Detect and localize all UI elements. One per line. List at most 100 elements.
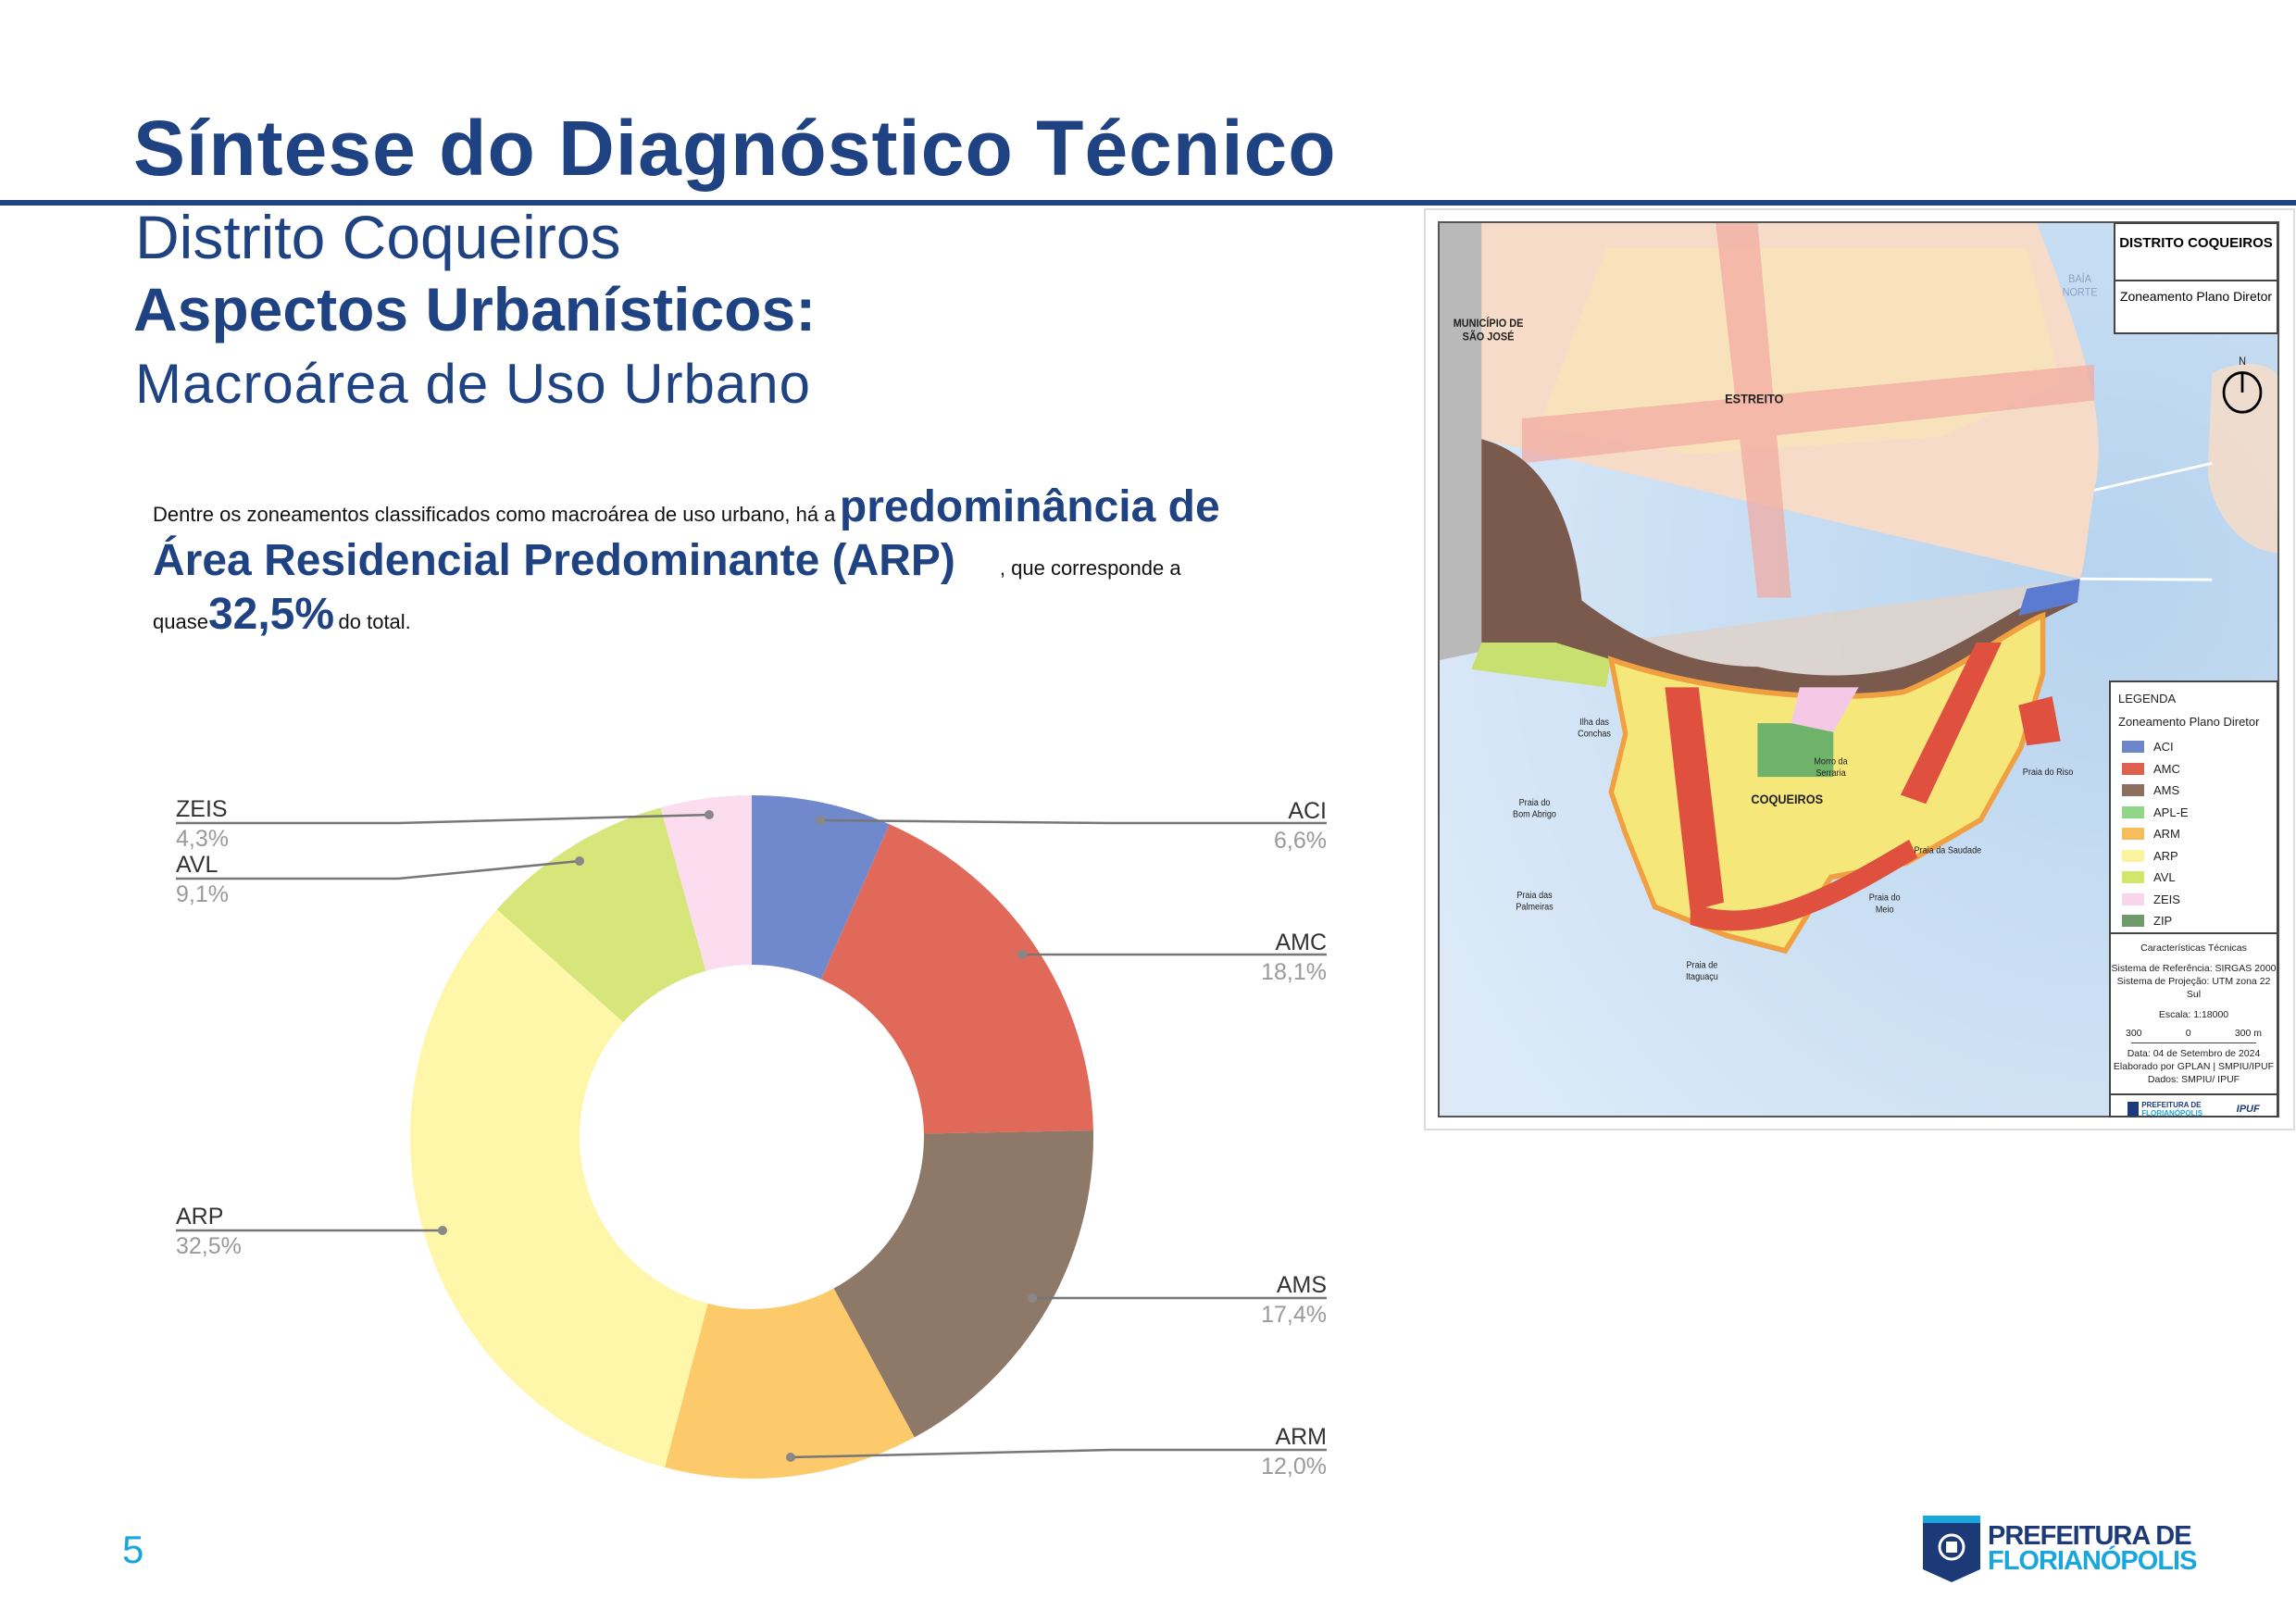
place-label: NORTE xyxy=(2063,287,2098,298)
legend-swatch xyxy=(2122,849,2144,862)
leader-dot-arm xyxy=(786,1453,795,1462)
leader-dot-zeis xyxy=(705,810,714,819)
tech-projection: Sistema de Projeção: UTM zona 22 Sul xyxy=(2116,975,2271,1000)
leader-dot-aci xyxy=(816,816,825,825)
paragraph-text: Dentre os zoneamentos classificados como… xyxy=(153,503,836,526)
legend-swatch xyxy=(2122,915,2144,928)
donut-slice-arm xyxy=(664,1288,915,1479)
donut-slice-zeis xyxy=(660,795,752,971)
district-name: Distrito Coqueiros xyxy=(135,203,621,271)
estreito-lower xyxy=(1481,439,2080,676)
place-label: Praia da Saudade xyxy=(1915,845,1982,855)
paragraph-text: do total. xyxy=(338,610,411,633)
title-divider xyxy=(0,200,2296,206)
map-legend: LEGENDA Zoneamento Plano Diretor ACI AMC A… xyxy=(2109,680,2278,1117)
logo-text: PREFEITURA DE xyxy=(2141,1100,2202,1109)
donut-slice-ams xyxy=(833,1130,1093,1438)
leader-dot-amc xyxy=(1017,950,1027,959)
prefeitura-logo: PREFEITURA DE FLORIANÓPOLIS xyxy=(1923,1516,2197,1582)
scale-tick: 0 xyxy=(2185,1027,2191,1039)
donut-slice-arp xyxy=(410,909,708,1467)
estreito-roads xyxy=(1521,221,2095,598)
leader-dot-arp xyxy=(438,1226,447,1235)
ams-band xyxy=(1481,439,2080,699)
paragraph-line-3: quase32,5% do total. xyxy=(153,589,411,640)
zip-zone xyxy=(1757,723,1834,778)
legend-item: ACI xyxy=(2111,736,2277,758)
value-aci: 6,6% xyxy=(1274,828,1327,854)
value-arm: 12,0% xyxy=(1261,1454,1327,1479)
place-label: Palmeiras xyxy=(1516,902,1554,911)
legend-swatch xyxy=(2122,741,2144,754)
label-ams: AMS xyxy=(1276,1272,1327,1298)
bridge xyxy=(2079,577,2213,581)
place-label: Praia do xyxy=(1869,893,1901,902)
legend-label: ARP xyxy=(2153,848,2178,863)
paragraph-line-2: Área Residencial Predominante (ARP) , que… xyxy=(153,535,1181,586)
value-arp: 32,5% xyxy=(176,1233,242,1259)
legend-swatch xyxy=(2122,893,2144,905)
scale-tick: 300 xyxy=(2126,1027,2142,1039)
legend-label: ZIP xyxy=(2153,914,2173,929)
label-zeis: ZEIS xyxy=(176,796,228,822)
leader-line-arm xyxy=(790,1448,1327,1459)
legend-item: APL-E xyxy=(2111,802,2277,824)
legend-item: AVL xyxy=(2111,867,2277,889)
tech-scale: Escala: 1:18000 xyxy=(2158,1008,2229,1020)
label-arp: ARP xyxy=(176,1204,224,1230)
legend-label: ZEIS xyxy=(2153,892,2180,906)
logo-text: FLORIANÓPOLIS xyxy=(2141,1108,2203,1117)
legend-label: ACI xyxy=(2153,740,2174,755)
donut-slice-amc xyxy=(820,824,1093,1134)
legend-item: AMS xyxy=(2111,780,2277,802)
scale-line xyxy=(2131,1040,2256,1043)
place-label: COQUEIROS xyxy=(1751,793,1823,806)
place-label: BAÍA xyxy=(2068,273,2091,285)
leader-dot-ams xyxy=(1028,1293,1037,1303)
zeis-zone xyxy=(1791,687,1859,732)
donut-slice-avl xyxy=(496,807,706,1023)
legend-subtitle: Zoneamento Plano Diretor xyxy=(2118,715,2260,729)
ipuf-logo: IPUF xyxy=(2236,1103,2260,1115)
paragraph-percentage: 32,5% xyxy=(207,590,335,639)
tech-reference: Sistema de Referência: SIRGAS 2000 xyxy=(2111,962,2277,974)
place-label: Ilha das xyxy=(1579,718,1609,727)
aci-zone xyxy=(2018,579,2080,616)
logo-text: PREFEITURA DE xyxy=(1988,1521,2192,1551)
place-label: Morro da xyxy=(1814,756,1848,766)
logo-text: FLORIANÓPOLIS xyxy=(1988,1546,2197,1576)
legend-swatch xyxy=(2122,784,2144,797)
place-label: Itaguaçu xyxy=(1686,972,1718,981)
leader-line-aci xyxy=(819,818,1327,825)
place-label: Meio xyxy=(1876,905,1894,914)
donut-slice-aci xyxy=(752,795,890,980)
legend-title: LEGENDA xyxy=(2118,692,2177,705)
place-label: Conchas xyxy=(1578,729,1611,738)
value-ams: 17,4% xyxy=(1261,1302,1327,1328)
label-avl: AVL xyxy=(176,852,218,878)
legend-label: APL-E xyxy=(2153,805,2189,819)
place-label: Serraria xyxy=(1816,768,1846,778)
value-zeis: 4,3% xyxy=(176,826,229,852)
place-label: Praia de xyxy=(1687,960,1718,969)
place-label: Praia do Riso xyxy=(2023,768,2073,777)
leader-dot-avl xyxy=(575,856,584,866)
paragraph-text: , que corresponde a xyxy=(999,556,1181,580)
north-label: N xyxy=(2239,356,2246,368)
legend-label: AMC xyxy=(2153,761,2180,776)
legend-item: ARM xyxy=(2111,823,2277,845)
tech-date: Data: 04 de Setembro de 2024 xyxy=(2127,1047,2261,1059)
paragraph-line-1: Dentre os zoneamentos classificados como… xyxy=(153,481,1220,532)
legend-label: AMS xyxy=(2153,783,2180,798)
place-label: MUNICÍPIO DE xyxy=(1454,318,1524,330)
place-label: Bom Abrigo xyxy=(1513,809,1556,818)
bridge xyxy=(2093,461,2213,492)
place-label: Praia do xyxy=(1519,798,1551,807)
amc-roads xyxy=(1665,642,2003,931)
place-label: SÃO JOSÉ xyxy=(1463,331,1515,343)
sao-jose-land xyxy=(1438,221,1489,661)
map-title-box: DISTRITO COQUEIROS Zoneamento Plano Dire… xyxy=(2114,222,2278,334)
value-avl: 9,1% xyxy=(176,881,229,907)
legend-swatch xyxy=(2122,828,2144,841)
prefeitura-logo: PREFEITURA DE FLORIANÓPOLIS xyxy=(2128,1101,2202,1117)
